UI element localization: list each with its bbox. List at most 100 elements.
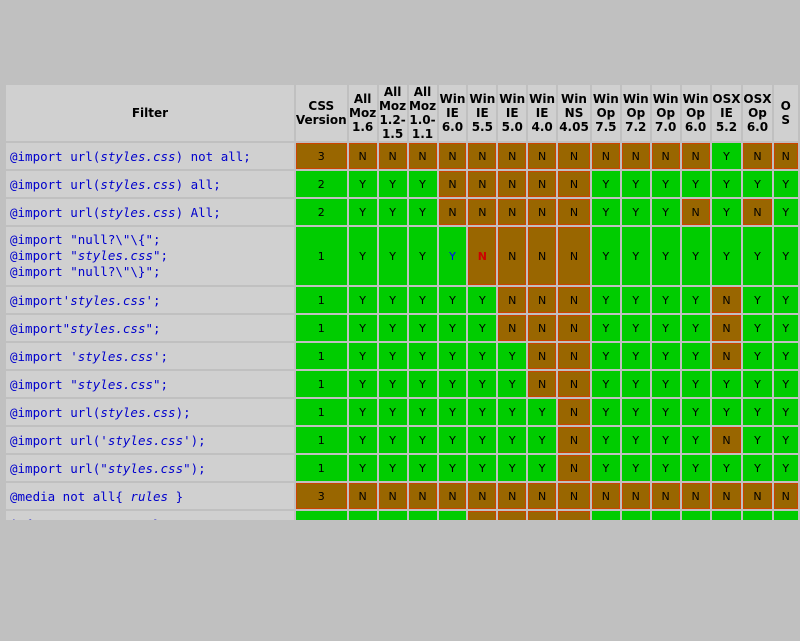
support-no-cell: N: [558, 371, 590, 397]
support-no-cell: [498, 511, 527, 520]
support-yes-cell: Y: [468, 287, 497, 313]
support-yes-cell: Y: [348, 199, 377, 225]
support-yes-cell: Y: [681, 171, 710, 197]
support-value: Y: [359, 177, 366, 191]
support-value: N: [691, 149, 700, 163]
support-yes-cell: Y: [773, 227, 798, 285]
support-yes-cell: Y: [621, 171, 650, 197]
support-value: Y: [389, 405, 396, 419]
support-value: Y: [478, 293, 486, 307]
support-value: Y: [602, 405, 610, 419]
column-header-line: 1.5: [381, 127, 404, 141]
support-yes-cell: Y: [378, 399, 407, 425]
column-header: Win Op 7.2: [621, 85, 650, 141]
column-header-line: O: [780, 99, 791, 113]
filter-code-text: ';: [153, 348, 169, 364]
support-no-cell: N: [528, 343, 557, 369]
support-value: Y: [449, 433, 456, 447]
support-yes-cell: Y: [498, 343, 527, 369]
support-value: Y: [782, 205, 790, 219]
support-no-cell: N: [498, 199, 527, 225]
support-no-cell: N: [558, 287, 590, 313]
support-value: Y: [449, 349, 456, 363]
support-yes-cell: Y: [681, 343, 710, 369]
support-yes-cell: Y: [408, 343, 437, 369]
support-value: Y: [359, 433, 366, 447]
support-value: Y: [723, 205, 730, 219]
support-value: Y: [478, 377, 486, 391]
support-value: Y: [419, 177, 426, 191]
filter-code-text: @import url(: [10, 204, 101, 220]
support-value: N: [569, 205, 579, 219]
support-value: Y: [723, 405, 730, 419]
support-no-cell: N: [651, 143, 680, 169]
support-no-cell: N: [558, 143, 590, 169]
support-yes-cell: [681, 511, 710, 520]
filter-code-text: ";: [145, 320, 161, 336]
support-value: N: [569, 377, 579, 391]
column-header-line: 1.2-: [379, 113, 406, 127]
support-value: Y: [782, 293, 790, 307]
support-yes-cell: [408, 511, 437, 520]
support-value: Y: [449, 377, 456, 391]
support-value: N: [418, 149, 427, 163]
support-yes-cell: Y: [348, 287, 377, 313]
support-value: Y: [389, 177, 396, 191]
support-value: Y: [419, 249, 426, 263]
table-row: @import url(styles.css) All; 2 Y Y Y N N N N N Y Y Y…: [6, 199, 798, 225]
support-value: N: [538, 321, 547, 335]
support-value: Y: [632, 433, 640, 447]
support-no-cell: N: [681, 199, 710, 225]
support-value: Y: [662, 321, 670, 335]
filter-cell: @import url(styles.css) not all;: [6, 143, 294, 169]
support-no-cell: N: [348, 483, 377, 509]
css-version-cell: 1: [295, 315, 347, 341]
column-header-line: Win: [592, 92, 619, 106]
support-value: N: [569, 433, 579, 447]
css-version-cell: 2: [295, 171, 347, 197]
support-value: Y: [782, 321, 790, 335]
support-value: Y: [602, 349, 610, 363]
support-yes-cell: Y: [743, 287, 772, 313]
support-value: N: [448, 205, 457, 219]
support-value: N: [781, 149, 790, 163]
support-value: Y: [359, 377, 366, 391]
support-no-cell: N: [528, 143, 557, 169]
support-yes-cell: Y: [378, 343, 407, 369]
column-header-line: IE: [720, 106, 733, 120]
support-no-cell: N: [773, 483, 798, 509]
support-yes-cell: Y: [743, 343, 772, 369]
support-value: Y: [602, 377, 610, 391]
support-yes-cell: Y: [408, 371, 437, 397]
filter-cell: @import url(styles.css) All;: [6, 199, 294, 225]
support-no-cell: N: [528, 315, 557, 341]
column-header-line: IE: [446, 106, 459, 120]
support-yes-cell: Y: [651, 227, 680, 285]
column-header-line: Moz: [378, 99, 407, 113]
filter-placeholder-text: styles.css: [70, 320, 146, 336]
support-no-cell: N: [558, 483, 590, 509]
support-yes-cell: Y: [408, 399, 437, 425]
support-yes-cell: Y: [408, 199, 437, 225]
support-value: Y: [662, 293, 670, 307]
support-value: Y: [478, 433, 486, 447]
column-header-line: IE: [505, 106, 519, 120]
support-value: N: [508, 149, 517, 163]
support-value: N: [508, 489, 517, 503]
support-value: N: [388, 149, 397, 163]
support-value: Y: [692, 377, 699, 391]
support-yes-cell: Y: [773, 199, 798, 225]
support-yes-cell: Y: [378, 427, 407, 453]
css-version-cell: 1: [295, 287, 347, 313]
support-no-cell: N: [558, 199, 590, 225]
support-no-cell: N: [711, 343, 742, 369]
support-no-cell: N: [711, 315, 742, 341]
filter-code-text: }: [168, 488, 184, 504]
column-header: Win Op 7.0: [651, 85, 680, 141]
support-yes-cell: Y: [468, 399, 497, 425]
support-yes-cell: Y: [621, 315, 650, 341]
support-value: N: [661, 149, 670, 163]
column-header-line: 7.5: [595, 120, 617, 134]
support-no-cell: N: [558, 399, 590, 425]
support-no-cell: N: [681, 143, 710, 169]
